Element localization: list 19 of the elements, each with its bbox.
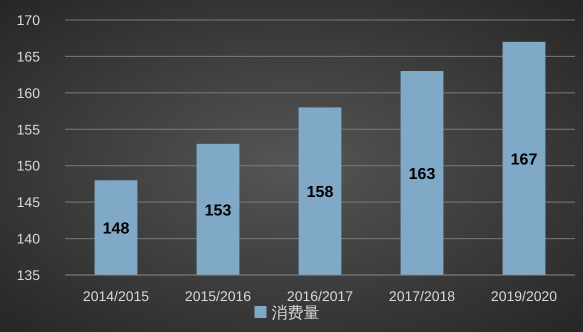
data-label: 153	[204, 202, 232, 220]
y-tick-label: 135	[16, 267, 40, 283]
y-tick-label: 160	[16, 84, 40, 101]
y-tick-label: 140	[16, 230, 40, 247]
y-tick-label: 165	[16, 48, 40, 64]
x-tick-label: 2015/2016	[184, 288, 252, 304]
y-tick-label: 170	[16, 12, 40, 28]
data-label: 148	[102, 220, 130, 238]
legend-label: 消费量	[272, 304, 320, 322]
y-tick-label: 155	[16, 121, 40, 138]
x-tick-label: 2014/2015	[82, 288, 150, 304]
data-label: 167	[510, 151, 538, 168]
x-tick-label: 2016/2017	[286, 288, 354, 304]
data-label: 163	[408, 166, 436, 183]
x-tick-label: 2019/2020	[490, 288, 558, 304]
y-tick-label: 145	[16, 194, 40, 210]
y-tick-label: 150	[16, 158, 40, 174]
x-tick-label: 2017/2018	[388, 288, 456, 304]
data-label: 158	[306, 184, 334, 202]
